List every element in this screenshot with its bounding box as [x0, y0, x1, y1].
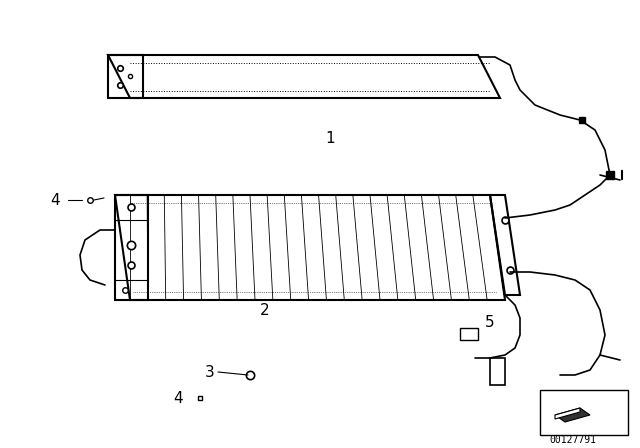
- Bar: [540, 390, 628, 435]
- Polygon shape: [555, 408, 580, 419]
- Polygon shape: [555, 408, 590, 422]
- Text: 1: 1: [325, 130, 335, 146]
- Text: 4: 4: [50, 193, 60, 207]
- Text: 2: 2: [260, 302, 270, 318]
- Text: 5: 5: [485, 314, 495, 329]
- Text: 00127791: 00127791: [550, 435, 596, 445]
- Text: 3: 3: [205, 365, 215, 379]
- Text: 4: 4: [173, 391, 183, 405]
- Bar: [460, 328, 478, 340]
